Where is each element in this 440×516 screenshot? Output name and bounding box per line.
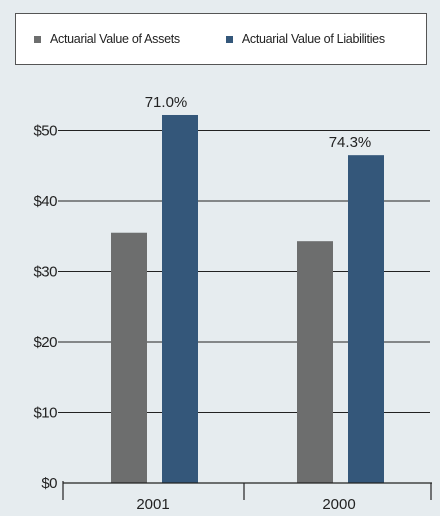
legend-item-liabilities: Actuarial Value of Liabilities — [225, 32, 385, 46]
bar-assets-2000 — [297, 241, 333, 483]
legend-label-liabilities: Actuarial Value of Liabilities — [241, 32, 385, 46]
y-tick-label-40: $40 — [33, 193, 57, 210]
y-tick-label-50: $50 — [33, 123, 57, 140]
legend-swatch-liabilities — [225, 35, 233, 43]
x-category-label-2000: 2000 — [322, 496, 355, 513]
chart-legend: Actuarial Value of Assets Actuarial Valu… — [15, 13, 427, 65]
data-label-2000: 74.3% — [329, 134, 372, 151]
legend-swatch-assets — [34, 35, 41, 43]
y-tick-label-20: $20 — [33, 334, 57, 351]
data-label-2001: 71.0% — [145, 94, 188, 111]
legend-item-assets: Actuarial Value of Assets — [34, 32, 180, 46]
legend-label-assets: Actuarial Value of Assets — [50, 32, 180, 46]
y-tick-label-30: $30 — [33, 264, 57, 281]
bar-assets-2001 — [111, 232, 147, 483]
bar-liabilities-2001 — [162, 114, 198, 484]
x-category-label-2001: 2001 — [136, 496, 169, 513]
bar-liabilities-2000 — [348, 155, 384, 484]
y-tick-label-10: $10 — [33, 405, 57, 422]
y-tick-label-0: $0 — [41, 475, 57, 492]
